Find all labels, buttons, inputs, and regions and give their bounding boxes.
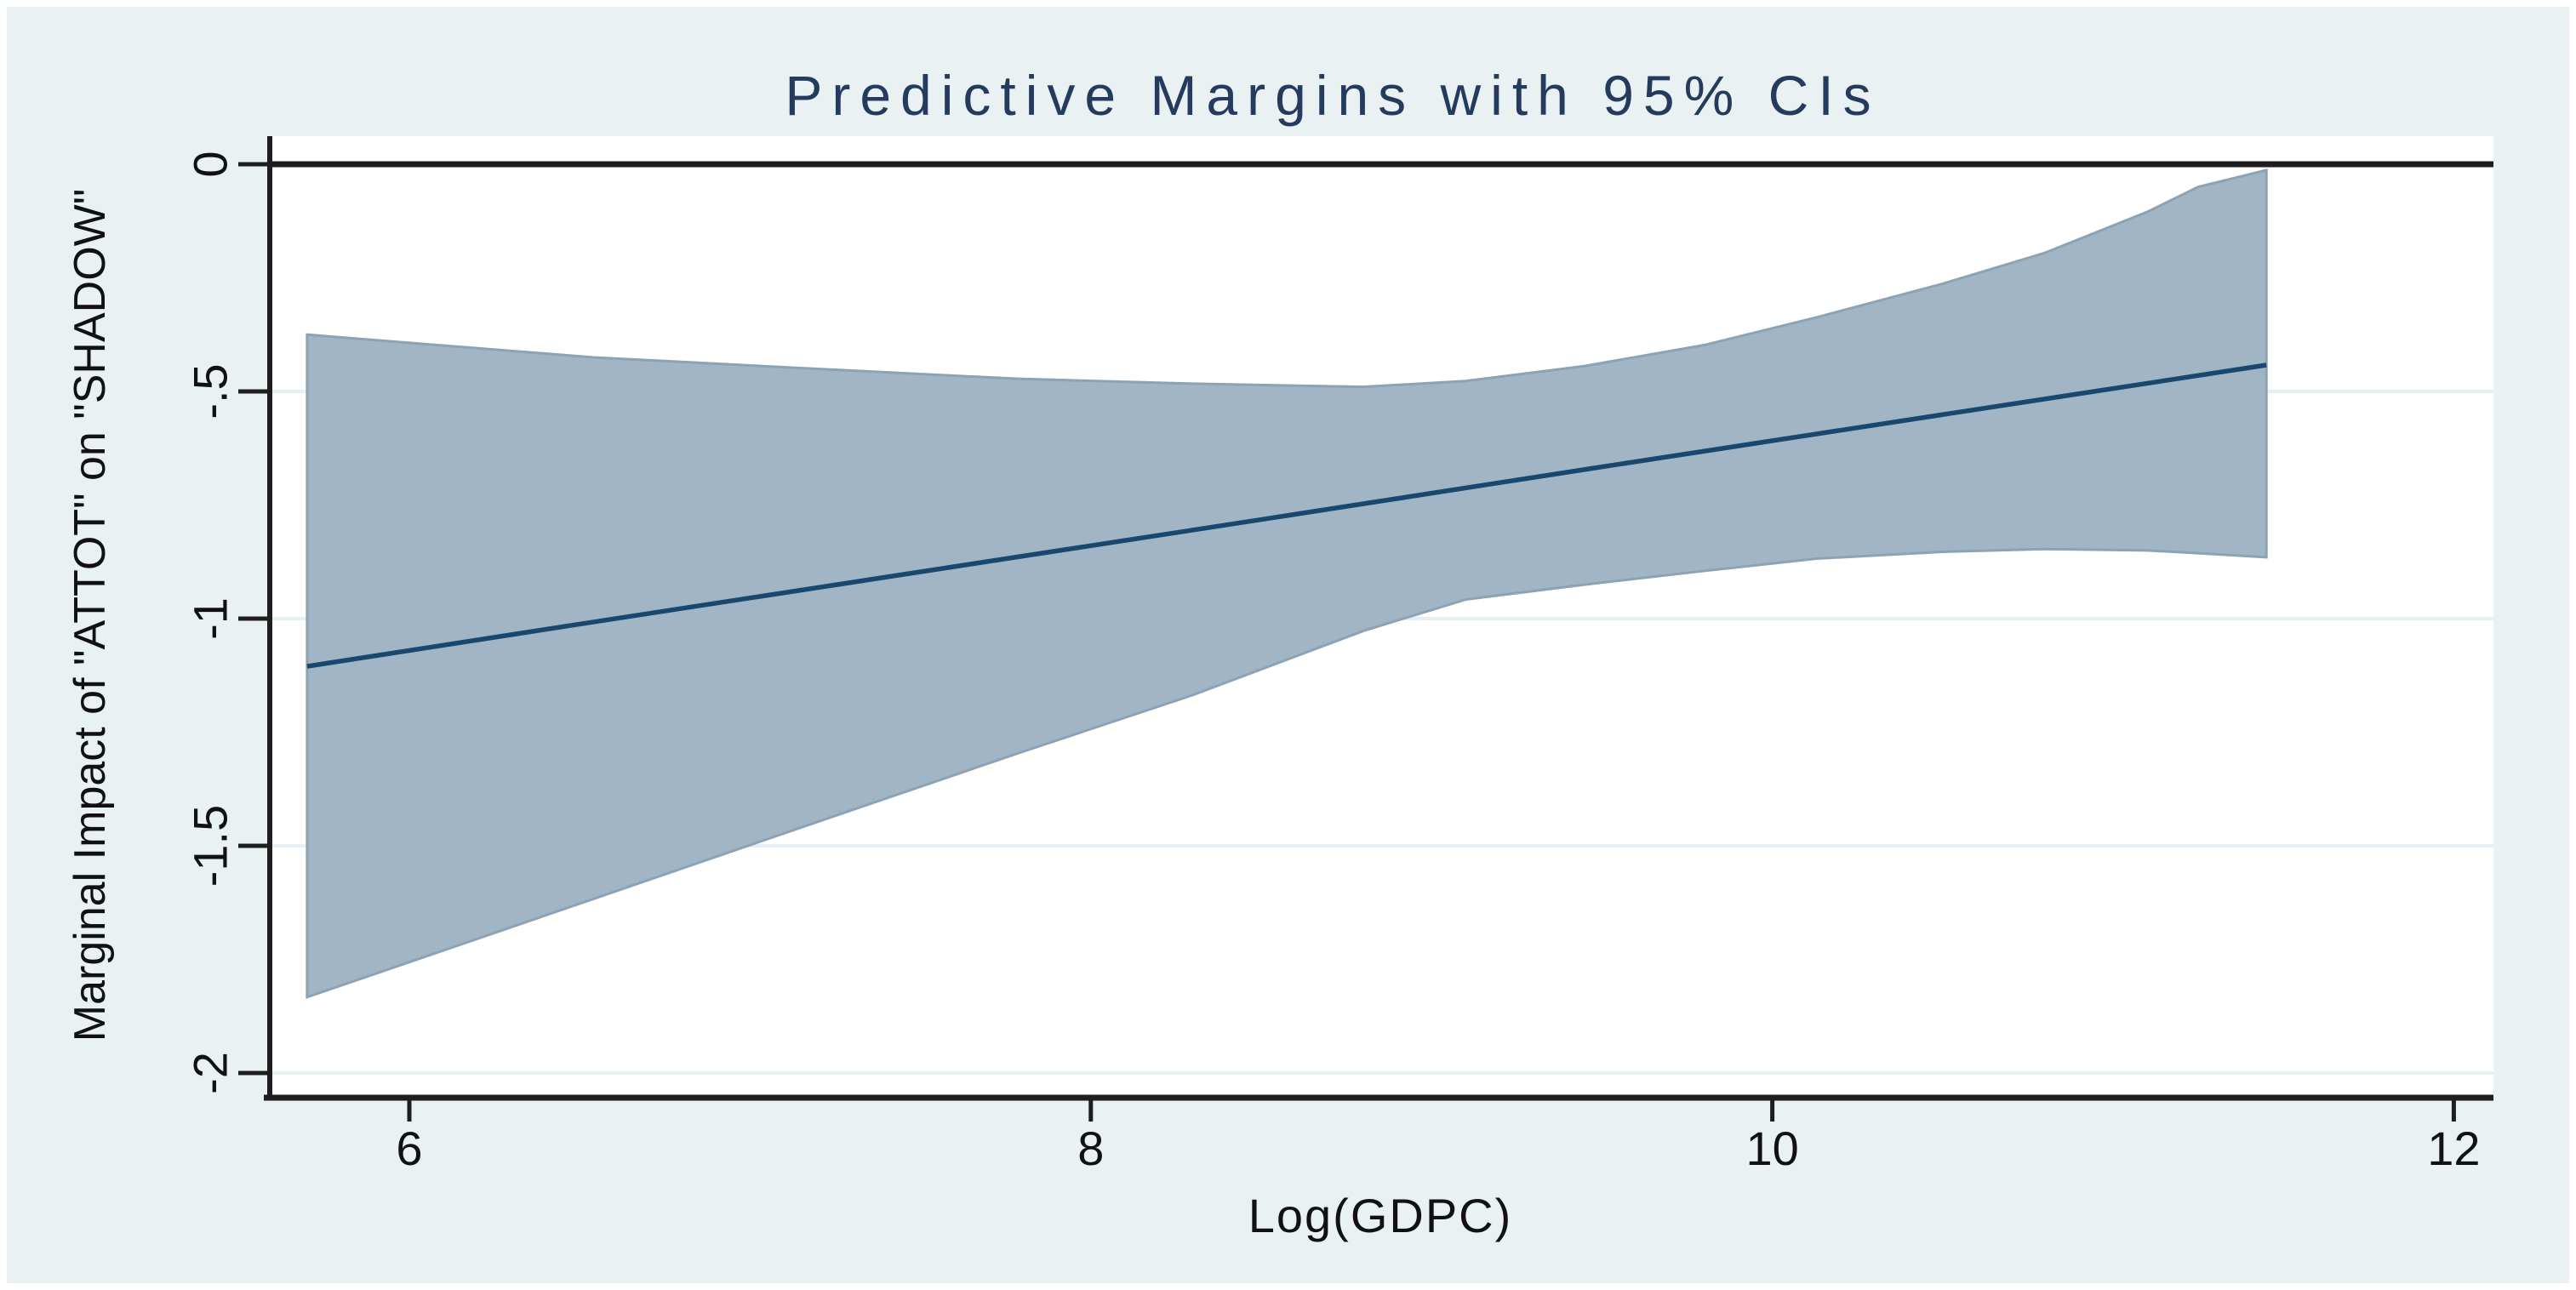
y-tick-label: -1 (183, 597, 237, 640)
y-tick-label: -.5 (183, 363, 237, 420)
y-tick-label: -2 (183, 1052, 237, 1094)
x-tick-label: 6 (396, 1122, 423, 1175)
x-axis-label: Log(GDPC) (1248, 1189, 1513, 1242)
x-tick-label: 12 (2427, 1122, 2481, 1175)
y-axis-label: Marginal Impact of "ATTOT" on "SHADOW" (66, 188, 115, 1042)
chart-title: Predictive Margins with 95% CIs (785, 64, 1881, 127)
margin-line (306, 362, 2267, 669)
x-tick-label: 8 (1077, 1122, 1105, 1175)
y-tick-label: 0 (183, 151, 237, 178)
confidence-band (306, 168, 2268, 999)
y-tick-label: -1.5 (183, 804, 237, 888)
x-tick-label: 10 (1745, 1122, 1799, 1175)
